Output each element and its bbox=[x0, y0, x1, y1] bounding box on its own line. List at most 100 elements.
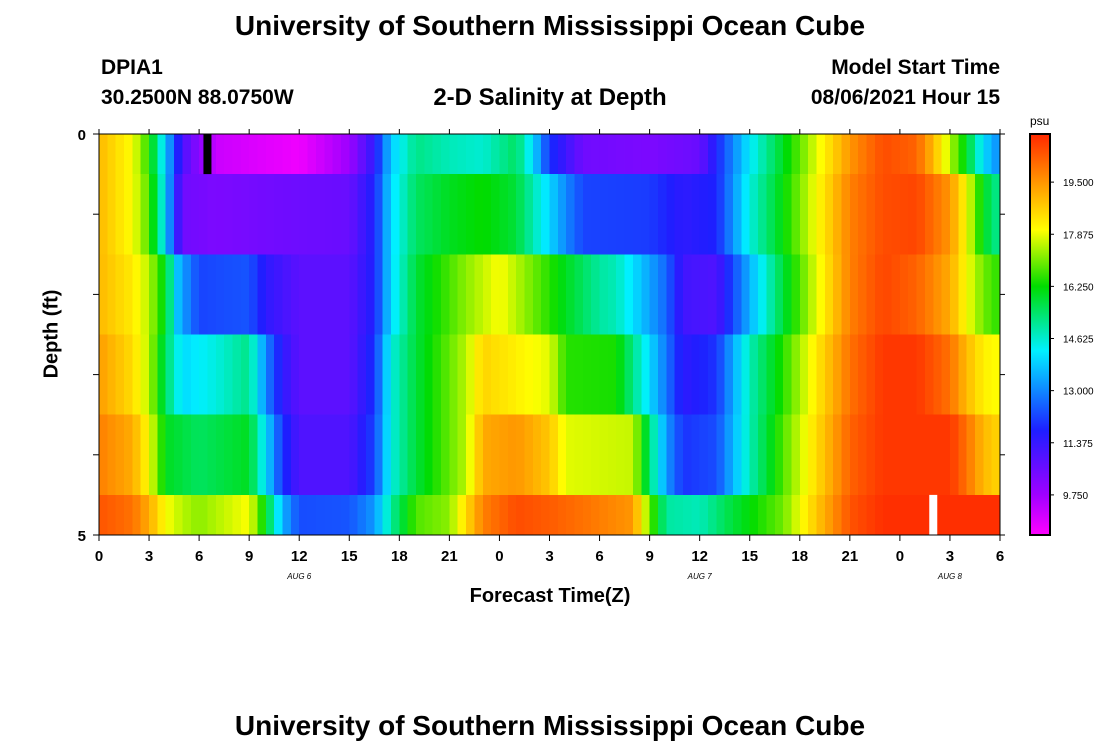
heatmap-cell bbox=[532, 254, 542, 335]
heatmap-cell bbox=[599, 174, 609, 255]
heatmap-cell bbox=[949, 494, 959, 535]
heatmap-cell bbox=[791, 254, 801, 335]
heatmap-cell bbox=[749, 254, 759, 335]
heatmap-cell bbox=[849, 334, 859, 415]
x-tick-label: 6 bbox=[996, 548, 1004, 565]
heatmap-cell bbox=[916, 494, 926, 535]
heatmap-cell bbox=[499, 494, 509, 535]
heatmap-cell bbox=[491, 134, 501, 175]
heatmap-cell bbox=[766, 334, 776, 415]
station-id: DPIA1 bbox=[101, 56, 163, 79]
heatmap-cell bbox=[349, 494, 359, 535]
heatmap-cell bbox=[591, 134, 601, 175]
heatmap-cell bbox=[524, 174, 534, 255]
heatmap-cell bbox=[190, 494, 200, 535]
heatmap-cell bbox=[524, 254, 534, 335]
heatmap-cell bbox=[674, 134, 684, 175]
heatmap-cell bbox=[574, 174, 584, 255]
heatmap-cell bbox=[624, 334, 634, 415]
heatmap-cell bbox=[749, 334, 759, 415]
heatmap-cell bbox=[315, 414, 325, 495]
heatmap-cell bbox=[574, 334, 584, 415]
heatmap-cell bbox=[207, 134, 217, 175]
heatmap-cell bbox=[874, 174, 884, 255]
heatmap-cell bbox=[599, 494, 609, 535]
heatmap-cell bbox=[724, 414, 734, 495]
heatmap-cell bbox=[716, 334, 726, 415]
heatmap-cell bbox=[691, 134, 701, 175]
heatmap-cell bbox=[324, 174, 334, 255]
heatmap-cell bbox=[816, 494, 826, 535]
heatmap-cell bbox=[866, 134, 876, 175]
heatmap-cell bbox=[332, 134, 342, 175]
x-tick-label: 0 bbox=[495, 548, 503, 565]
heatmap-cell bbox=[599, 134, 609, 175]
heatmap-cell bbox=[808, 134, 818, 175]
heatmap-cell bbox=[307, 494, 317, 535]
y-tick-label: 0 bbox=[78, 127, 86, 144]
heatmap-cell bbox=[165, 334, 175, 415]
heatmap-row-2 bbox=[99, 174, 1001, 255]
heatmap-cell bbox=[649, 134, 659, 175]
heatmap-cell bbox=[549, 134, 559, 175]
heatmap-cell bbox=[324, 134, 334, 175]
heatmap-cell bbox=[966, 494, 976, 535]
heatmap-cell bbox=[349, 334, 359, 415]
x-tick-label: 6 bbox=[195, 548, 203, 565]
heatmap-cell bbox=[724, 494, 734, 535]
heatmap-cell bbox=[424, 414, 434, 495]
heatmap-cell bbox=[991, 494, 1001, 535]
heatmap-cell bbox=[816, 254, 826, 335]
heatmap-cell bbox=[974, 494, 984, 535]
heatmap-cell bbox=[274, 334, 284, 415]
heatmap-cell bbox=[399, 414, 409, 495]
heatmap-cell bbox=[340, 414, 350, 495]
heatmap-cell bbox=[599, 414, 609, 495]
heatmap-cell bbox=[224, 174, 234, 255]
heatmap-cell bbox=[307, 334, 317, 415]
heatmap-cell bbox=[507, 174, 517, 255]
heatmap-cell bbox=[441, 254, 450, 335]
heatmap-cell bbox=[749, 174, 759, 255]
heatmap-cell bbox=[708, 174, 717, 255]
heatmap-cell bbox=[699, 134, 709, 175]
heatmap-cell bbox=[349, 174, 359, 255]
heatmap-cell bbox=[315, 174, 325, 255]
heatmap-cell bbox=[766, 134, 776, 175]
heatmap-cell bbox=[174, 494, 184, 535]
heatmap-cell bbox=[365, 414, 375, 495]
heatmap-cell bbox=[407, 174, 417, 255]
heatmap-cell bbox=[566, 334, 576, 415]
heatmap-cell bbox=[491, 494, 501, 535]
heatmap-cell bbox=[274, 494, 284, 535]
heatmap-cell bbox=[432, 134, 442, 175]
heatmap-cell bbox=[824, 494, 834, 535]
heatmap-cell bbox=[499, 134, 509, 175]
x-tick-label: 21 bbox=[841, 548, 858, 565]
colorbar-gradient bbox=[1029, 133, 1051, 536]
heatmap-cell bbox=[716, 174, 726, 255]
heatmap-cell bbox=[574, 414, 584, 495]
heatmap-cell bbox=[858, 174, 868, 255]
heatmap-cell bbox=[499, 414, 509, 495]
heatmap-cell bbox=[708, 334, 717, 415]
heatmap-cell bbox=[199, 494, 209, 535]
heatmap-cell bbox=[849, 174, 859, 255]
heatmap-cell bbox=[991, 334, 1001, 415]
heatmap-cell bbox=[499, 174, 509, 255]
heatmap-cell bbox=[916, 174, 926, 255]
heatmap-cell bbox=[140, 414, 150, 495]
heatmap-cell bbox=[808, 254, 818, 335]
heatmap-cell bbox=[641, 254, 651, 335]
heatmap-cell bbox=[833, 334, 843, 415]
heatmap-cell bbox=[282, 414, 292, 495]
heatmap-cell bbox=[157, 254, 167, 335]
heatmap-cell bbox=[474, 494, 484, 535]
heatmap-cell bbox=[516, 494, 526, 535]
heatmap-cell bbox=[265, 414, 275, 495]
heatmap-cell bbox=[299, 254, 309, 335]
heatmap-row-4 bbox=[99, 334, 1001, 415]
heatmap-cell bbox=[607, 134, 617, 175]
heatmap-cell bbox=[107, 414, 117, 495]
heatmap-cell bbox=[616, 254, 626, 335]
